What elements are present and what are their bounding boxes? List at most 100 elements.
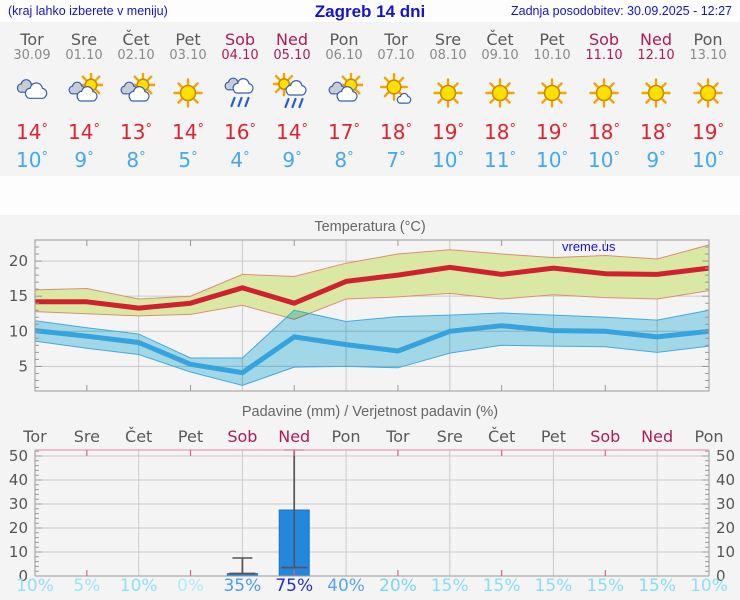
forecast-day-column: Pon 13.10 19° 10°: [682, 22, 734, 176]
day-name: Sre: [434, 30, 462, 49]
sunny-icon: [485, 78, 515, 108]
page-header: (kraj lahko izberete v meniju) Zagreb 14…: [0, 0, 740, 22]
day-name: Čet: [486, 30, 514, 49]
high-temp: 14°: [276, 120, 308, 144]
svg-text:0: 0: [716, 567, 726, 585]
day-name: Čet: [122, 30, 150, 49]
forecast-day-column: Tor 07.10 18° 7°: [370, 22, 422, 176]
day-date: 11.10: [585, 48, 623, 63]
forecast-day-column: Pon 06.10 17° 8°: [318, 22, 370, 176]
svg-text:0: 0: [18, 567, 28, 585]
sunny-icon: [433, 78, 463, 108]
precip-probability: 10%: [16, 576, 54, 596]
day-name: Sre: [70, 30, 98, 49]
precip-probability: 10%: [690, 576, 728, 596]
high-temp: 19°: [432, 120, 464, 144]
day-date: 30.09: [13, 48, 51, 63]
precip-day-label: Ned: [278, 427, 311, 446]
svg-text:30: 30: [716, 495, 735, 513]
page-title: Zagreb 14 dni: [314, 2, 426, 21]
svg-text:40: 40: [9, 471, 28, 489]
sun-cloud-icon: [120, 72, 156, 102]
high-temp: 14°: [16, 120, 48, 144]
day-date: 06.10: [325, 48, 363, 63]
day-date: 03.10: [169, 48, 207, 63]
precip-day-label: Pon: [331, 427, 361, 446]
day-date: 10.10: [533, 48, 571, 63]
high-temp: 14°: [68, 120, 100, 144]
low-temp: 10°: [16, 148, 48, 172]
sun-small-cloud-icon: [379, 73, 412, 104]
high-temp: 19°: [692, 120, 724, 144]
forecast-day-column: Sob 04.10 16° 4°: [214, 22, 266, 176]
day-name: Sob: [224, 30, 256, 49]
sunny-icon: [693, 78, 723, 108]
charts-svg: 5 10 15 20 0 0 10 10 20 20 30 30 40 40 50 50: [9, 239, 735, 585]
low-temp: 9°: [74, 148, 94, 172]
precip-day-label: Sre: [436, 427, 463, 446]
forecast-day-column: Sre 08.10 19° 10°: [422, 22, 474, 176]
sunny-icon: [589, 78, 619, 108]
svg-text:20: 20: [716, 519, 735, 537]
svg-text:10: 10: [716, 543, 735, 561]
forecast-day-column: Ned 12.10 18° 9°: [630, 22, 682, 176]
day-date: 09.10: [481, 48, 519, 63]
precip-probability: 15%: [482, 576, 521, 596]
rain-icon: [224, 77, 254, 108]
forecast-day-column: Ned 05.10 14° 9°: [266, 22, 318, 176]
day-date: 08.10: [429, 48, 467, 63]
vreme-us-link[interactable]: vreme.us: [562, 239, 616, 254]
precip-probability: 0%: [177, 576, 205, 596]
high-temp: 14°: [172, 120, 204, 144]
svg-text:10: 10: [9, 322, 28, 340]
low-temp: 10°: [692, 148, 724, 172]
forecast-day-column: Sre 01.10 14° 9°: [58, 22, 110, 176]
sun-cloud-icon: [328, 72, 364, 102]
low-temp: 8°: [334, 148, 354, 172]
high-temp: 18°: [640, 120, 672, 144]
precip-day-label: Sre: [73, 427, 100, 446]
forecast-day-column: Sob 11.10 18° 10°: [578, 22, 630, 176]
svg-text:50: 50: [716, 447, 735, 465]
high-temp: 18°: [380, 120, 412, 144]
forecast-day-column: Pet 03.10 14° 5°: [162, 22, 214, 176]
precip-probability: 10%: [119, 576, 158, 596]
precip-day-label: Sob: [590, 427, 621, 446]
low-temp: 5°: [178, 148, 198, 172]
forecast-day-column: Tor 30.09 14° 10°: [6, 22, 58, 176]
precip-probability: 35%: [223, 576, 262, 596]
low-temp: 8°: [126, 148, 146, 172]
day-date: 01.10: [65, 48, 103, 63]
low-temp: 9°: [646, 148, 666, 172]
forecast-day-column: Čet 02.10 13° 8°: [110, 22, 162, 176]
day-name: Pon: [329, 30, 359, 49]
precip-day-label: Pet: [540, 427, 567, 446]
day-name: Ned: [276, 30, 308, 49]
day-name: Tor: [384, 30, 408, 49]
precip-probability: 15%: [586, 576, 625, 596]
low-temp: 11°: [484, 148, 516, 172]
sunny-icon: [173, 78, 203, 108]
day-date: 02.10: [117, 48, 155, 63]
temperature-chart-title: Temperatura (°C): [314, 219, 426, 235]
precip-day-label: Tor: [386, 427, 410, 446]
day-date: 05.10: [273, 48, 311, 63]
forecast-day-column: Pet 10.10 19° 10°: [526, 22, 578, 176]
day-date: 07.10: [377, 48, 415, 63]
svg-text:15: 15: [9, 287, 28, 305]
precip-day-label: Čet: [487, 427, 516, 446]
high-temp: 18°: [484, 120, 516, 144]
precip-probability: 15%: [534, 576, 573, 596]
charts-panel: Temperatura (°C) vreme.us Padavine (mm) …: [0, 215, 740, 600]
high-temp: 18°: [588, 120, 620, 144]
sun-cloud-icon: [68, 72, 104, 102]
svg-text:10: 10: [9, 543, 28, 561]
day-name: Pon: [693, 30, 723, 49]
svg-text:40: 40: [716, 471, 735, 489]
svg-text:20: 20: [9, 519, 28, 537]
high-temp: 17°: [328, 120, 360, 144]
precip-probability: 75%: [275, 576, 314, 596]
precip-probability: 15%: [638, 576, 677, 596]
low-temp: 10°: [432, 148, 464, 172]
